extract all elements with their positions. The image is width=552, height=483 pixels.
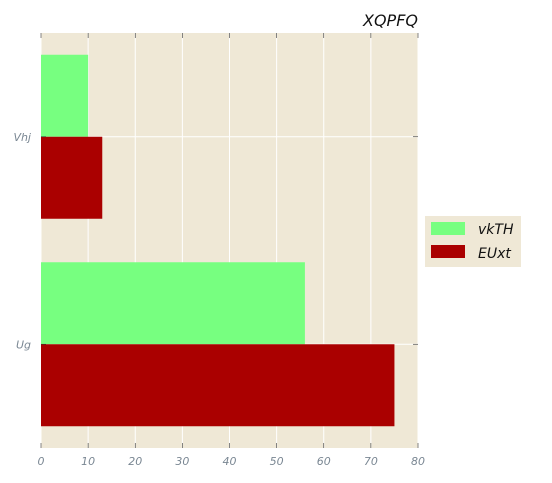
x-tick-label: 20 [128,455,142,468]
category-label: Ug [16,338,31,351]
x-tick-label: 0 [38,455,45,468]
legend: vkTH EUxt [425,216,521,267]
x-tick-label: 70 [364,455,378,468]
x-tick-labels: 0 10 20 30 40 50 60 70 80 [38,455,426,468]
category-labels: Vhj Ug [13,131,31,352]
bar-EUxt-Vhj [41,136,103,219]
ticks [40,33,419,448]
bars [41,54,395,427]
bar-vkTH-Ug [41,262,305,345]
legend-label-1: EUxt [478,246,511,262]
x-tick-label: 50 [270,455,284,468]
x-tick-label: 30 [175,455,189,468]
x-tick-label: 40 [223,455,237,468]
legend-label-0: vkTH [478,222,514,238]
legend-swatch-1 [431,245,465,258]
category-label: Vhj [13,131,31,144]
bar-vkTH-Vhj [41,54,89,137]
x-tick-label: 80 [411,455,425,468]
x-tick-label: 60 [317,455,331,468]
x-tick-label: 10 [81,455,95,468]
legend-swatch-0 [431,222,465,235]
chart-title: XQPFQ [362,11,418,30]
bar-EUxt-Ug [41,344,395,427]
